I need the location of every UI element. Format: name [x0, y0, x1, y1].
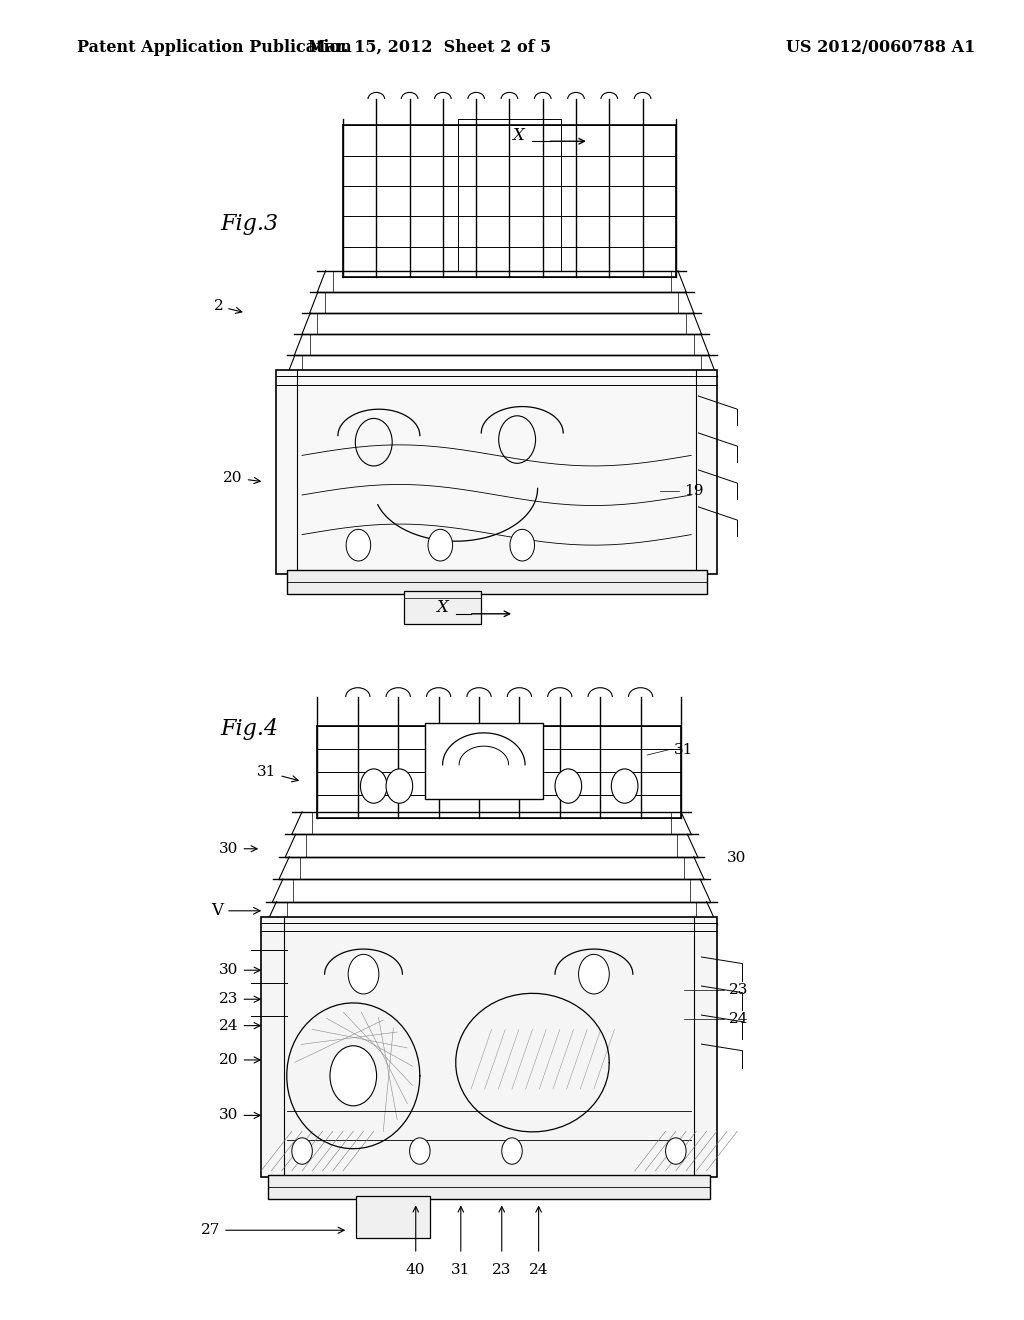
Text: US 2012/0060788 A1: US 2012/0060788 A1 [786, 40, 975, 55]
Circle shape [346, 529, 371, 561]
Text: 40: 40 [406, 1263, 426, 1278]
Circle shape [348, 954, 379, 994]
Text: Patent Application Publication: Patent Application Publication [77, 40, 351, 55]
Bar [287, 570, 707, 594]
Text: 2: 2 [213, 300, 242, 313]
Text: 23: 23 [729, 983, 749, 997]
Text: Fig.4: Fig.4 [220, 718, 279, 739]
Bar [404, 591, 481, 624]
Text: 31: 31 [452, 1263, 470, 1278]
Circle shape [360, 768, 387, 803]
Text: 19: 19 [684, 484, 703, 498]
Text: X: X [512, 128, 524, 144]
Text: 24: 24 [729, 1012, 749, 1026]
Text: 27: 27 [201, 1224, 344, 1237]
Text: X: X [435, 599, 447, 615]
Circle shape [666, 1138, 686, 1164]
Bar [425, 723, 543, 799]
Text: 30: 30 [727, 851, 746, 865]
Bar [268, 1175, 710, 1199]
Text: Mar. 15, 2012  Sheet 2 of 5: Mar. 15, 2012 Sheet 2 of 5 [308, 40, 552, 55]
Text: 31: 31 [674, 743, 693, 756]
Text: 24: 24 [528, 1263, 549, 1278]
Circle shape [330, 1045, 377, 1106]
Text: V: V [211, 903, 260, 919]
Text: 30: 30 [219, 842, 257, 855]
Bar [356, 1196, 430, 1238]
Circle shape [292, 1138, 312, 1164]
Circle shape [428, 529, 453, 561]
Text: 30: 30 [219, 964, 260, 977]
Text: 20: 20 [223, 471, 260, 484]
Text: 23: 23 [219, 993, 260, 1006]
Text: 23: 23 [493, 1263, 511, 1278]
Circle shape [555, 768, 582, 803]
Text: Fig.3: Fig.3 [220, 214, 279, 235]
Circle shape [611, 768, 638, 803]
Circle shape [579, 954, 609, 994]
Circle shape [502, 1138, 522, 1164]
Bar [276, 370, 717, 574]
Bar [261, 917, 717, 1177]
Text: 31: 31 [257, 766, 298, 781]
Circle shape [386, 768, 413, 803]
Text: 20: 20 [219, 1053, 260, 1067]
Circle shape [410, 1138, 430, 1164]
Text: 24: 24 [219, 1019, 260, 1032]
Text: 30: 30 [219, 1109, 260, 1122]
Circle shape [510, 529, 535, 561]
